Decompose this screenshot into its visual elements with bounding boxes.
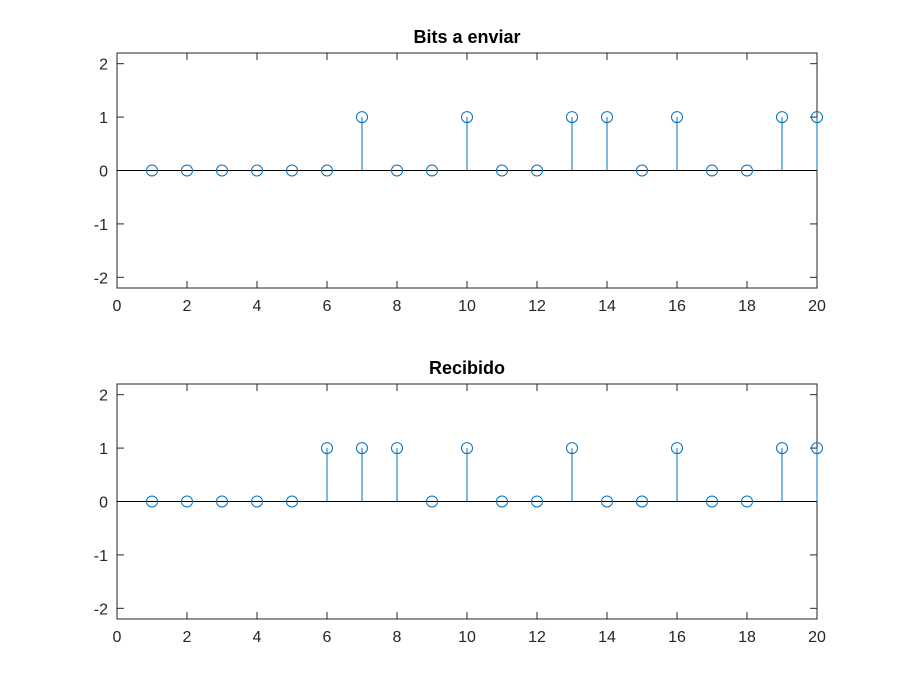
stem-marker: [356, 111, 368, 124]
x-tick-label: 8: [393, 298, 402, 315]
stem-marker: [601, 111, 613, 124]
y-tick-label: -2: [94, 270, 108, 287]
stem-marker: [146, 495, 158, 508]
stem-marker: [811, 111, 823, 124]
x-tick-label: 18: [738, 298, 756, 315]
stem-marker: [566, 111, 578, 124]
stem-marker: [636, 495, 648, 508]
stem-marker: [706, 495, 718, 508]
stem-marker: [426, 164, 438, 177]
stem-marker: [741, 495, 753, 508]
stem-marker: [531, 164, 543, 177]
x-tick-label: 0: [113, 629, 122, 646]
y-tick-label: 1: [99, 441, 108, 458]
y-tick-label: 0: [99, 164, 108, 181]
x-tick-label: 8: [393, 629, 402, 646]
x-tick-label: 2: [183, 629, 192, 646]
stem-marker: [181, 164, 193, 177]
y-tick-label: -2: [94, 601, 108, 618]
x-tick-label: 20: [808, 298, 826, 315]
stem-marker: [811, 442, 823, 455]
stem-marker: [391, 442, 403, 455]
y-tick-label: -1: [94, 548, 108, 565]
stem-marker: [356, 442, 368, 455]
stem-marker: [601, 495, 613, 508]
stem-marker: [636, 164, 648, 177]
stem-marker: [531, 495, 543, 508]
stem-marker: [286, 164, 298, 177]
stem-marker: [216, 495, 228, 508]
y-tick-label: 2: [99, 57, 108, 74]
stem-marker: [566, 442, 578, 455]
stem-marker: [146, 164, 158, 177]
stem-marker: [741, 164, 753, 177]
x-tick-label: 0: [113, 298, 122, 315]
y-tick-label: 2: [99, 388, 108, 405]
stem-marker: [671, 442, 683, 455]
x-tick-label: 4: [253, 298, 262, 315]
x-tick-label: 6: [323, 298, 332, 315]
stem-marker: [251, 495, 263, 508]
y-tick-label: 0: [99, 495, 108, 512]
stem-marker: [286, 495, 298, 508]
x-tick-label: 14: [598, 629, 616, 646]
stem-marker: [181, 495, 193, 508]
x-tick-label: 4: [253, 629, 262, 646]
y-tick-label: -1: [94, 217, 108, 234]
stem-marker: [496, 164, 508, 177]
stem-marker: [216, 164, 228, 177]
x-tick-label: 10: [458, 629, 476, 646]
x-tick-label: 16: [668, 629, 686, 646]
stem-marker: [391, 164, 403, 177]
stem-marker: [321, 164, 333, 177]
x-tick-label: 14: [598, 298, 616, 315]
stem-marker: [461, 442, 473, 455]
stem-marker: [496, 495, 508, 508]
x-tick-label: 12: [528, 298, 546, 315]
stem-marker: [671, 111, 683, 124]
stem-marker: [251, 164, 263, 177]
stem-marker: [776, 442, 788, 455]
stem-marker: [461, 111, 473, 124]
chart-title: Bits a enviar: [413, 27, 520, 47]
x-tick-label: 12: [528, 629, 546, 646]
stem-marker: [321, 442, 333, 455]
x-tick-label: 10: [458, 298, 476, 315]
stem-marker: [706, 164, 718, 177]
x-tick-label: 2: [183, 298, 192, 315]
chart-title: Recibido: [429, 358, 505, 378]
x-tick-label: 20: [808, 629, 826, 646]
y-tick-label: 1: [99, 110, 108, 127]
x-tick-label: 18: [738, 629, 756, 646]
stem-marker: [426, 495, 438, 508]
x-tick-label: 6: [323, 629, 332, 646]
stem-marker: [776, 111, 788, 124]
x-tick-label: 16: [668, 298, 686, 315]
